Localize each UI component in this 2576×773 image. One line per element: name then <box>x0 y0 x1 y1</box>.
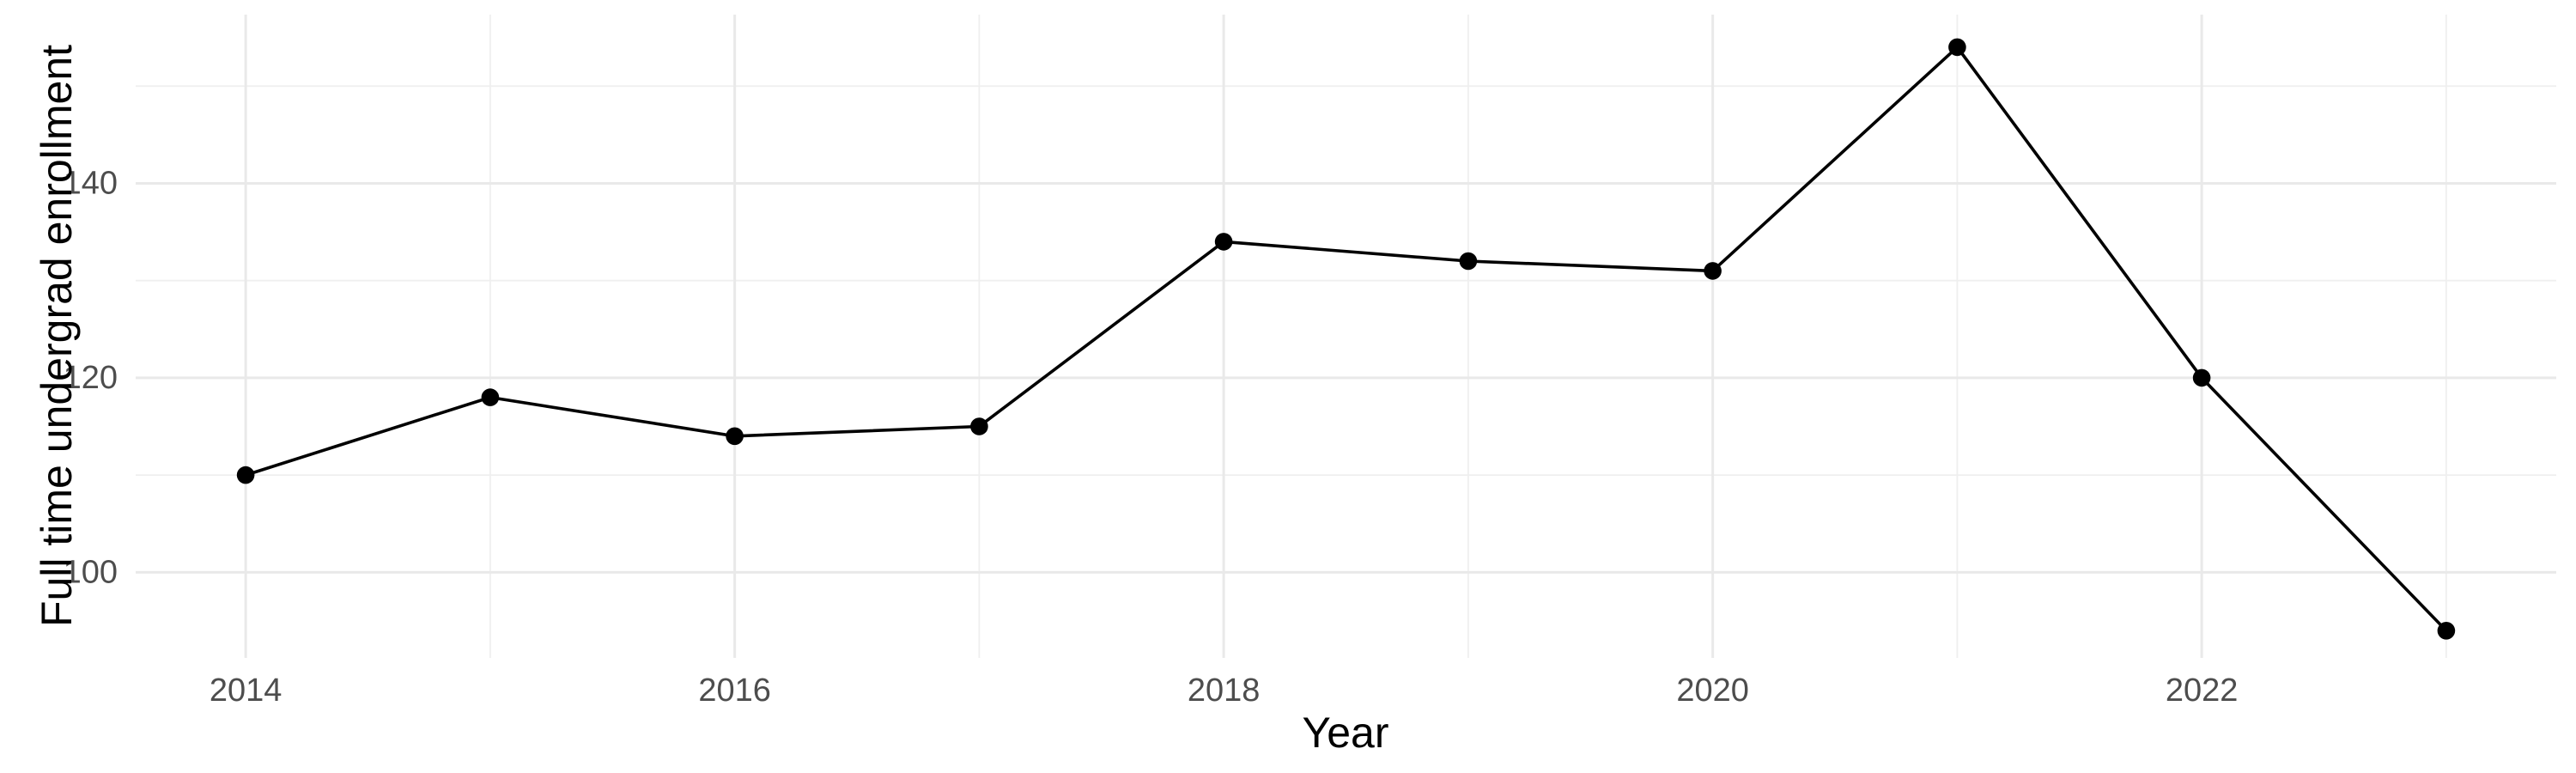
gridlines-minor <box>136 15 2556 658</box>
x-tick-label: 2014 <box>210 673 283 709</box>
data-point <box>1459 252 1478 271</box>
y-tick-label: 140 <box>64 165 118 201</box>
data-point <box>1704 262 1722 280</box>
x-tick-label: 2018 <box>1188 673 1261 709</box>
data-point <box>2437 622 2456 640</box>
axis-tick-labels: 100 120 140 2014 2016 2018 2020 2022 <box>64 165 2239 709</box>
data-point <box>481 388 500 406</box>
data-point <box>1948 38 1966 57</box>
data-point <box>726 427 744 446</box>
y-tick-label: 120 <box>64 360 118 396</box>
x-tick-label: 2020 <box>1676 673 1749 709</box>
data-point <box>1214 233 1233 251</box>
data-point <box>236 466 255 484</box>
y-tick-label: 100 <box>64 554 118 590</box>
y-axis-title: Full time undergrad enrollment <box>33 45 81 627</box>
x-tick-label: 2016 <box>698 673 771 709</box>
x-axis-title: Year <box>1302 709 1388 757</box>
enrollment-line <box>245 46 2448 632</box>
data-point <box>2192 368 2211 387</box>
gridlines-major <box>136 15 2556 658</box>
data-point <box>970 417 988 435</box>
data-series <box>236 38 2456 640</box>
x-tick-label: 2022 <box>2166 673 2239 709</box>
